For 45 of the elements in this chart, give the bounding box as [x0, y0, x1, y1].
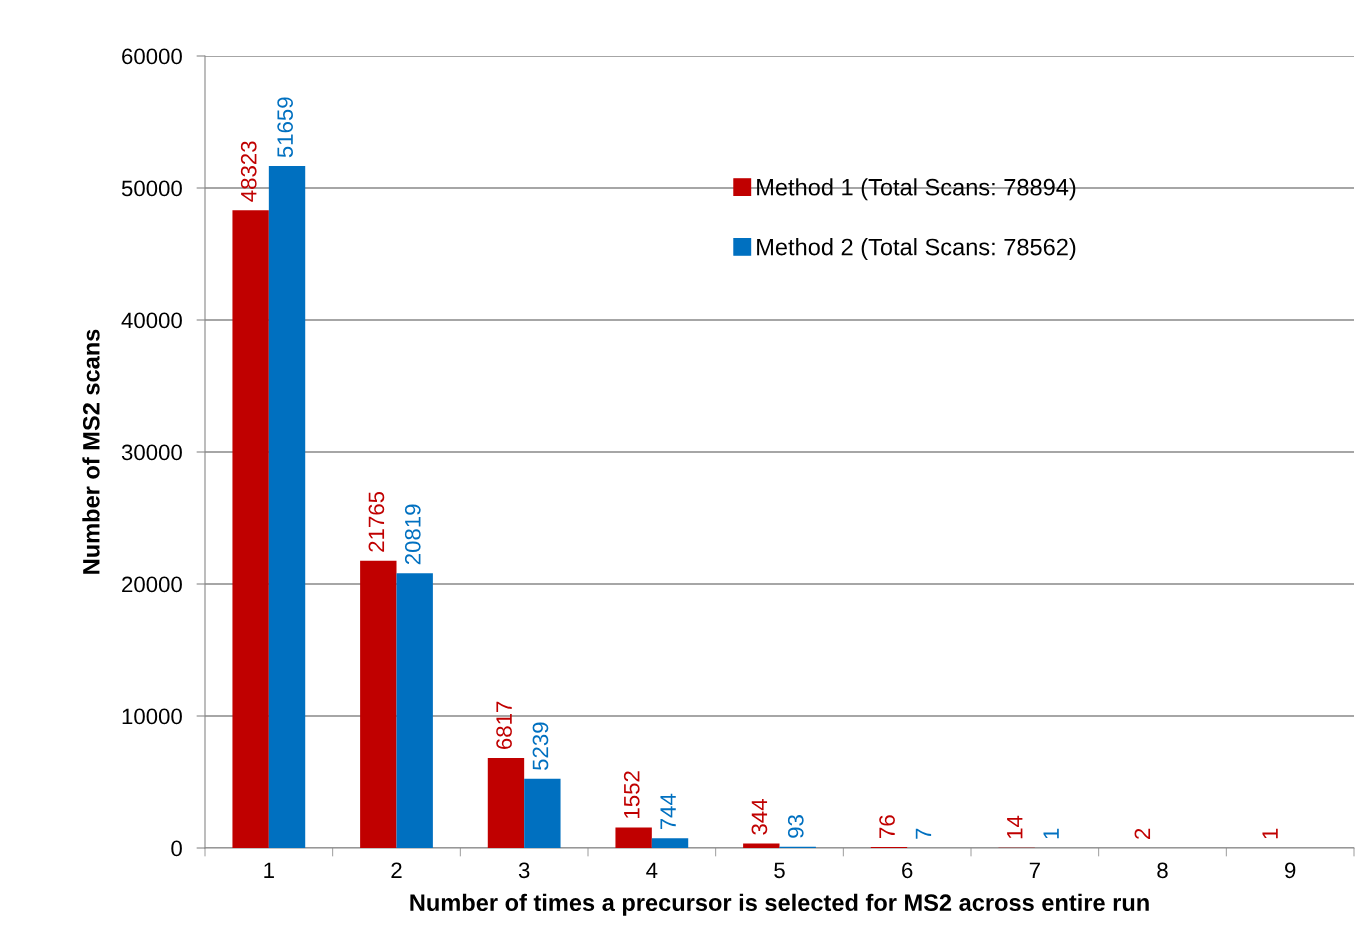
y-tick-label: 30000	[121, 444, 182, 461]
x-tick-label: 4	[646, 862, 658, 878]
x-axis-title: Number of times a precursor is selected for MS2 across entire run	[410, 893, 1149, 916]
x-tick-label: 2	[391, 862, 402, 878]
bar	[360, 560, 397, 848]
y-tick-label: 50000	[121, 180, 182, 197]
data-label: 1	[1262, 828, 1278, 839]
data-label: 48323	[240, 141, 257, 202]
data-label: 51659	[277, 97, 293, 158]
x-tick-label: 8	[1157, 862, 1168, 879]
x-tick-label: 9	[1285, 862, 1296, 879]
bar	[743, 843, 780, 848]
bar	[487, 758, 525, 848]
data-label: 6817	[496, 701, 512, 749]
x-tick-label: 5	[774, 862, 785, 879]
bar	[615, 827, 652, 848]
data-label: 5239	[532, 722, 549, 771]
y-tick-label: 60000	[122, 48, 182, 65]
data-label: 93	[787, 815, 804, 838]
x-tick-label: 6	[902, 862, 913, 879]
data-label: 76	[879, 815, 895, 838]
y-axis-title: Number of MS2 scans	[82, 329, 100, 574]
y-tick-label: 20000	[122, 576, 182, 593]
data-label: 1552	[623, 771, 640, 818]
x-tick-label: 7	[1029, 862, 1040, 878]
data-label: 1	[1043, 828, 1059, 839]
legend-label: Method 1 (Total Scans: 78894)	[757, 178, 1076, 201]
y-tick-label: 10000	[122, 708, 182, 725]
data-label: 2	[1134, 828, 1151, 839]
data-label: 744	[660, 793, 676, 830]
bar	[268, 166, 306, 848]
bar	[396, 573, 433, 848]
bar	[232, 210, 269, 848]
bar	[651, 838, 689, 848]
y-tick-label: 40000	[121, 312, 182, 329]
y-tick-label: 0	[171, 840, 182, 857]
x-tick-label: 3	[518, 862, 530, 879]
data-label: 7	[915, 828, 932, 839]
data-label: 20819	[404, 504, 421, 565]
legend-label: Method 2 (Total Scans: 78562)	[757, 238, 1076, 261]
x-tick-label: 1	[264, 862, 274, 878]
data-label: 21765	[368, 491, 385, 552]
data-label: 344	[751, 799, 768, 835]
bar	[524, 778, 561, 848]
data-label: 14	[1007, 815, 1023, 839]
